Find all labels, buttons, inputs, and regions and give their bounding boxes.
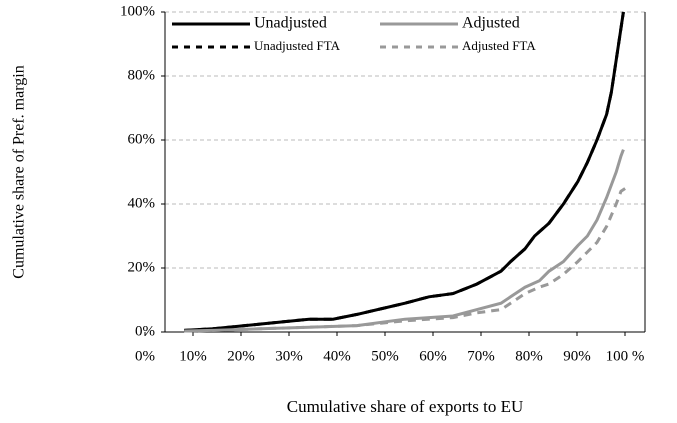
y-tick-label: 60%	[128, 131, 156, 147]
y-tick-label: 100%	[120, 3, 155, 19]
legend-label: Adjusted FTA	[462, 38, 536, 53]
x-tick-label: 40%	[323, 348, 351, 364]
x-tick-label: 20%	[227, 348, 255, 364]
x-tick-label: 30%	[275, 348, 303, 364]
y-axis-label: Cumulative share of Pref. margin	[11, 65, 28, 278]
x-tick-label: 70%	[467, 348, 495, 364]
series-line	[184, 11, 625, 332]
x-tick-label: 90%	[563, 348, 591, 364]
legend-label: Unadjusted	[254, 15, 327, 32]
y-tick-label: 0%	[135, 323, 155, 339]
y-tick-label: 80%	[128, 67, 156, 83]
y-tick-label: 40%	[128, 195, 156, 211]
legend-label: Adjusted	[462, 15, 520, 32]
series-line	[184, 11, 625, 332]
y-tick-label: 20%	[128, 259, 156, 275]
x-tick-label: 50%	[371, 348, 399, 364]
x-tick-label: 10%	[179, 348, 207, 364]
x-tick-label: 60%	[419, 348, 447, 364]
x-tick-label: 0%	[135, 348, 155, 364]
series-line	[184, 149, 625, 333]
legend-label: Unadjusted FTA	[254, 38, 341, 53]
x-tick-label: 100 %	[606, 348, 645, 364]
x-tick-label: 80%	[515, 348, 543, 364]
x-axis-label: Cumulative share of exports to EU	[287, 397, 524, 416]
